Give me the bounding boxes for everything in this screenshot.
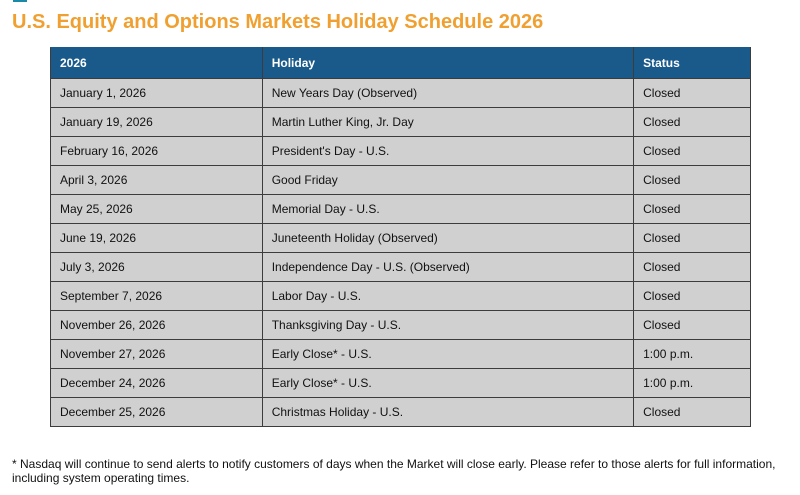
cell-status: Closed <box>633 165 751 195</box>
cell-holiday: President's Day - U.S. <box>261 136 635 166</box>
column-header-status: Status <box>633 47 751 79</box>
cell-date: February 16, 2026 <box>50 136 263 166</box>
table-row: December 24, 2026 Early Close* - U.S. 1:00… <box>50 368 751 398</box>
cell-date: December 24, 2026 <box>50 368 263 398</box>
cell-holiday: Independence Day - U.S. (Observed) <box>261 252 635 282</box>
cell-date: May 25, 2026 <box>50 194 263 224</box>
cell-status: 1:00 p.m. <box>633 339 751 369</box>
cell-date: September 7, 2026 <box>50 281 263 311</box>
table-row: January 19, 2026 Martin Luther King, Jr. … <box>50 107 751 137</box>
cell-holiday: Early Close* - U.S. <box>261 368 635 398</box>
cell-status: Closed <box>633 310 751 340</box>
cell-date: November 27, 2026 <box>50 339 263 369</box>
cell-date: November 26, 2026 <box>50 310 263 340</box>
cell-status: Closed <box>633 252 751 282</box>
cell-holiday: Christmas Holiday - U.S. <box>261 397 635 427</box>
cell-holiday: Labor Day - U.S. <box>261 281 635 311</box>
cell-date: June 19, 2026 <box>50 223 263 253</box>
table-row: July 3, 2026 Independence Day - U.S. (Obs… <box>50 252 751 282</box>
table-row: December 25, 2026 Christmas Holiday - U.S… <box>50 397 751 427</box>
table-header-row: 2026 Holiday Status <box>50 47 751 79</box>
cell-status: Closed <box>633 78 751 108</box>
cell-date: January 19, 2026 <box>50 107 263 137</box>
page-title: U.S. Equity and Options Markets Holiday … <box>12 11 544 33</box>
table-row: November 27, 2026 Early Close* - U.S. 1:00… <box>50 339 751 369</box>
cell-status: Closed <box>633 136 751 166</box>
cell-holiday: New Years Day (Observed) <box>261 78 635 108</box>
table-row: April 3, 2026 Good Friday Closed <box>50 165 751 195</box>
cell-holiday: Thanksgiving Day - U.S. <box>261 310 635 340</box>
cell-status: Closed <box>633 281 751 311</box>
table-row: February 16, 2026 President's Day - U.S. C… <box>50 136 751 166</box>
holiday-schedule-table: 2026 Holiday Status January 1, 2026 New Y… <box>50 47 751 427</box>
cell-holiday: Juneteenth Holiday (Observed) <box>261 223 635 253</box>
cell-date: July 3, 2026 <box>50 252 263 282</box>
footnote: * Nasdaq will continue to send alerts to… <box>12 457 776 485</box>
cell-status: Closed <box>633 223 751 253</box>
column-header-holiday: Holiday <box>261 47 635 79</box>
cell-date: December 25, 2026 <box>50 397 263 427</box>
cell-holiday: Memorial Day - U.S. <box>261 194 635 224</box>
top-accent-bar <box>13 0 27 2</box>
cell-date: January 1, 2026 <box>50 78 263 108</box>
cell-status: Closed <box>633 107 751 137</box>
table-row: September 7, 2026 Labor Day - U.S. Closed <box>50 281 751 311</box>
cell-status: Closed <box>633 194 751 224</box>
table-row: November 26, 2026 Thanksgiving Day - U.S.… <box>50 310 751 340</box>
table-row: June 19, 2026 Juneteenth Holiday (Observe… <box>50 223 751 253</box>
cell-holiday: Early Close* - U.S. <box>261 339 635 369</box>
cell-holiday: Martin Luther King, Jr. Day <box>261 107 635 137</box>
cell-status: Closed <box>633 397 751 427</box>
column-header-year: 2026 <box>50 47 263 79</box>
cell-date: April 3, 2026 <box>50 165 263 195</box>
cell-status: 1:00 p.m. <box>633 368 751 398</box>
table-row: May 25, 2026 Memorial Day - U.S. Closed <box>50 194 751 224</box>
table-row: January 1, 2026 New Years Day (Observed) C… <box>50 78 751 108</box>
cell-holiday: Good Friday <box>261 165 635 195</box>
